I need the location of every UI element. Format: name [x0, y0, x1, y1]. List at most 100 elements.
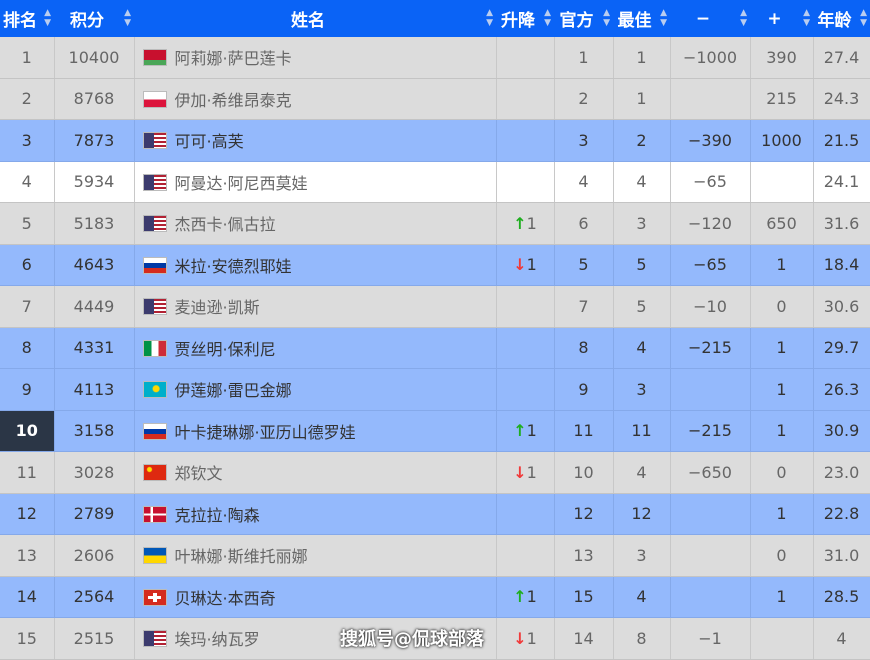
best-value: 3 [636, 213, 647, 233]
cell-minus: −120 [670, 202, 751, 245]
cell-minus: −65 [670, 161, 751, 203]
cell-name[interactable]: 阿曼达·阿尼西莫娃 [134, 161, 497, 203]
cell-name[interactable]: 麦迪逊·凯斯 [134, 285, 497, 328]
table-row[interactable]: 8 4331 贾丝明·保利尼 8 4 −215 1 29.7 [0, 327, 870, 369]
cell-best: 1 [613, 78, 671, 120]
sort-icon[interactable]: ▲ ▼ [124, 8, 131, 28]
plus-value: 1000 [761, 130, 802, 150]
table-row[interactable]: 13 2606 叶琳娜·斯维托丽娜 13 3 0 31.0 [0, 534, 870, 577]
age-value: 28.5 [823, 587, 860, 607]
points-value: 2606 [73, 545, 115, 565]
cell-change: ↓1 [496, 617, 555, 660]
cell-name[interactable]: 叶卡捷琳娜·亚历山德罗娃 [134, 410, 497, 452]
rank-value: 6 [21, 255, 32, 275]
cell-change: ↑1 [496, 576, 555, 618]
cell-name[interactable]: 贝琳达·本西奇 [134, 576, 497, 618]
age-value: 24.3 [823, 89, 860, 109]
cell-official: 7 [554, 285, 614, 328]
column-header-plus[interactable]: + ▲ ▼ [750, 0, 813, 37]
rank-value: 15 [16, 628, 37, 648]
cell-name[interactable]: 贾丝明·保利尼 [134, 327, 497, 369]
column-header-points[interactable]: 积分 ▲ ▼ [54, 0, 134, 37]
column-header-age[interactable]: 年龄 ▲ ▼ [813, 0, 870, 37]
flag-russia-icon [142, 422, 167, 440]
table-row[interactable]: 3 7873 可可·高芙 3 2 −390 1000 21.5 [0, 119, 870, 162]
rank-value: 10 [15, 421, 38, 441]
cell-points: 3028 [54, 451, 135, 494]
column-header-official[interactable]: 官方 ▲ ▼ [554, 0, 613, 37]
table-row[interactable]: 7 4449 麦迪逊·凯斯 7 5 −10 0 30.6 [0, 285, 870, 328]
rank-value: 4 [21, 172, 32, 192]
cell-change: ↑1 [496, 410, 555, 452]
sort-icon[interactable]: ▲ ▼ [544, 8, 551, 28]
table-row[interactable]: 6 4643 米拉·安德烈耶娃 ↓1 5 5 −65 1 18.4 [0, 244, 870, 286]
cell-name[interactable]: 埃玛·纳瓦罗 [134, 617, 497, 660]
official-value: 14 [573, 628, 594, 648]
sort-icon[interactable]: ▲ ▼ [486, 8, 493, 28]
table-row[interactable]: 11 3028 郑钦文 ↓1 10 4 −650 0 23.0 [0, 451, 870, 494]
cell-best: 4 [613, 451, 671, 494]
column-header-best[interactable]: 最佳 ▲ ▼ [613, 0, 670, 37]
cell-name[interactable]: 米拉·安德烈耶娃 [134, 244, 497, 286]
sort-icon[interactable]: ▲ ▼ [44, 8, 51, 28]
sort-icon[interactable]: ▲ ▼ [860, 8, 867, 28]
column-header-minus[interactable]: − ▲ ▼ [670, 0, 750, 37]
points-value: 4331 [73, 338, 115, 358]
header-label: 姓名 [291, 11, 325, 31]
cell-name[interactable]: 叶琳娜·斯维托丽娜 [134, 534, 497, 577]
best-value: 1 [636, 47, 647, 67]
column-header-name[interactable]: 姓名 ▲ ▼ [134, 0, 496, 37]
cell-name[interactable]: 可可·高芙 [134, 119, 497, 162]
rank-value: 9 [21, 379, 32, 399]
table-row[interactable]: 15 2515 埃玛·纳瓦罗 ↓1 14 8 −1 4 [0, 617, 870, 660]
table-row[interactable]: 10 3158 叶卡捷琳娜·亚历山德罗娃 ↑1 11 11 −215 1 30.9 [0, 410, 870, 452]
flag-usa-icon [142, 298, 167, 316]
cell-rank: 2 [0, 78, 55, 120]
table-row[interactable]: 4 5934 阿曼达·阿尼西莫娃 4 4 −65 24.1 [0, 161, 870, 203]
flag-italy-icon [142, 339, 167, 357]
cell-plus: 0 [750, 285, 814, 328]
points-value: 4113 [73, 379, 115, 399]
arrow-down-icon: ↓ [513, 462, 527, 482]
best-value: 5 [636, 255, 647, 275]
cell-best: 5 [613, 244, 671, 286]
sort-icon[interactable]: ▲ ▼ [603, 8, 610, 28]
cell-best: 3 [613, 534, 671, 577]
cell-best: 5 [613, 285, 671, 328]
column-header-change[interactable]: 升降 ▲ ▼ [496, 0, 554, 37]
column-header-rank[interactable]: 排名 ▲ ▼ [0, 0, 54, 37]
plus-value: 1 [776, 587, 787, 607]
best-value: 5 [636, 296, 647, 316]
cell-name[interactable]: 伊加·希维昂泰克 [134, 78, 497, 120]
cell-plus: 650 [750, 202, 814, 245]
cell-official: 5 [554, 244, 614, 286]
table-row[interactable]: 5 5183 杰西卡·佩古拉 ↑1 6 3 −120 650 31.6 [0, 202, 870, 245]
table-row[interactable]: 12 2789 克拉拉·陶森 12 12 1 22.8 [0, 493, 870, 535]
sort-icon[interactable]: ▲ ▼ [660, 8, 667, 28]
table-row[interactable]: 14 2564 贝琳达·本西奇 ↑1 15 4 1 28.5 [0, 576, 870, 618]
table-row[interactable]: 9 4113 伊莲娜·雷巴金娜 9 3 1 26.3 [0, 368, 870, 411]
table-row[interactable]: 2 8768 伊加·希维昂泰克 2 1 215 24.3 [0, 78, 870, 120]
minus-value: −215 [688, 421, 732, 441]
flag-usa-icon [142, 630, 167, 648]
cell-name[interactable]: 杰西卡·佩古拉 [134, 202, 497, 245]
table-row[interactable]: 1 10400 阿莉娜·萨巴莲卡 1 1 −1000 390 27.4 [0, 37, 870, 79]
points-value: 3028 [73, 462, 115, 482]
official-value: 3 [578, 130, 589, 150]
cell-rank: 8 [0, 327, 55, 369]
cell-change [496, 37, 555, 79]
sort-icon[interactable]: ▲ ▼ [803, 8, 810, 28]
cell-name[interactable]: 伊莲娜·雷巴金娜 [134, 368, 497, 411]
cell-name[interactable]: 郑钦文 [134, 451, 497, 494]
cell-best: 12 [613, 493, 671, 535]
cell-name[interactable]: 阿莉娜·萨巴莲卡 [134, 37, 497, 79]
best-value: 1 [636, 89, 647, 109]
best-value: 2 [636, 130, 647, 150]
rank-value: 5 [21, 213, 32, 233]
cell-name[interactable]: 克拉拉·陶森 [134, 493, 497, 535]
flag-usa-icon [142, 132, 167, 150]
cell-rank: 3 [0, 119, 55, 162]
sort-icon[interactable]: ▲ ▼ [740, 8, 747, 28]
cell-points: 2564 [54, 576, 135, 618]
best-value: 3 [636, 545, 647, 565]
